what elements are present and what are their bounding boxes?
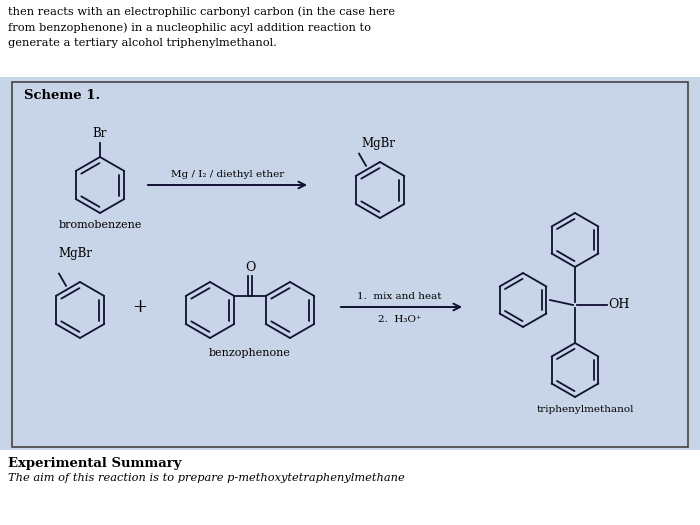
Text: O: O xyxy=(245,261,255,274)
Text: Br: Br xyxy=(93,127,107,140)
Text: MgBr: MgBr xyxy=(361,136,395,150)
Text: benzophenone: benzophenone xyxy=(209,348,291,358)
Text: Experimental Summary: Experimental Summary xyxy=(8,457,181,470)
Text: generate a tertiary alcohol triphenylmethanol.: generate a tertiary alcohol triphenylmet… xyxy=(8,38,277,48)
Text: OH: OH xyxy=(608,299,629,311)
Text: 1.  mix and heat: 1. mix and heat xyxy=(357,292,442,301)
Text: +: + xyxy=(132,298,148,316)
Text: 2.  H₃O⁺: 2. H₃O⁺ xyxy=(378,315,421,324)
Bar xyxy=(12,82,688,447)
Bar xyxy=(0,450,700,525)
Text: then reacts with an electrophilic carbonyl carbon (in the case here: then reacts with an electrophilic carbon… xyxy=(8,6,395,17)
Bar xyxy=(0,0,700,77)
Text: The aim of this reaction is to prepare p-methoxytetraphenylmethane: The aim of this reaction is to prepare p… xyxy=(8,473,405,483)
Text: MgBr: MgBr xyxy=(58,247,92,260)
Text: from benzophenone) in a nucleophilic acyl addition reaction to: from benzophenone) in a nucleophilic acy… xyxy=(8,22,371,33)
Text: bromobenzene: bromobenzene xyxy=(58,220,141,230)
Text: triphenylmethanol: triphenylmethanol xyxy=(536,405,634,414)
Text: Mg / I₂ / diethyl ether: Mg / I₂ / diethyl ether xyxy=(171,170,284,179)
Text: Scheme 1.: Scheme 1. xyxy=(24,89,100,102)
